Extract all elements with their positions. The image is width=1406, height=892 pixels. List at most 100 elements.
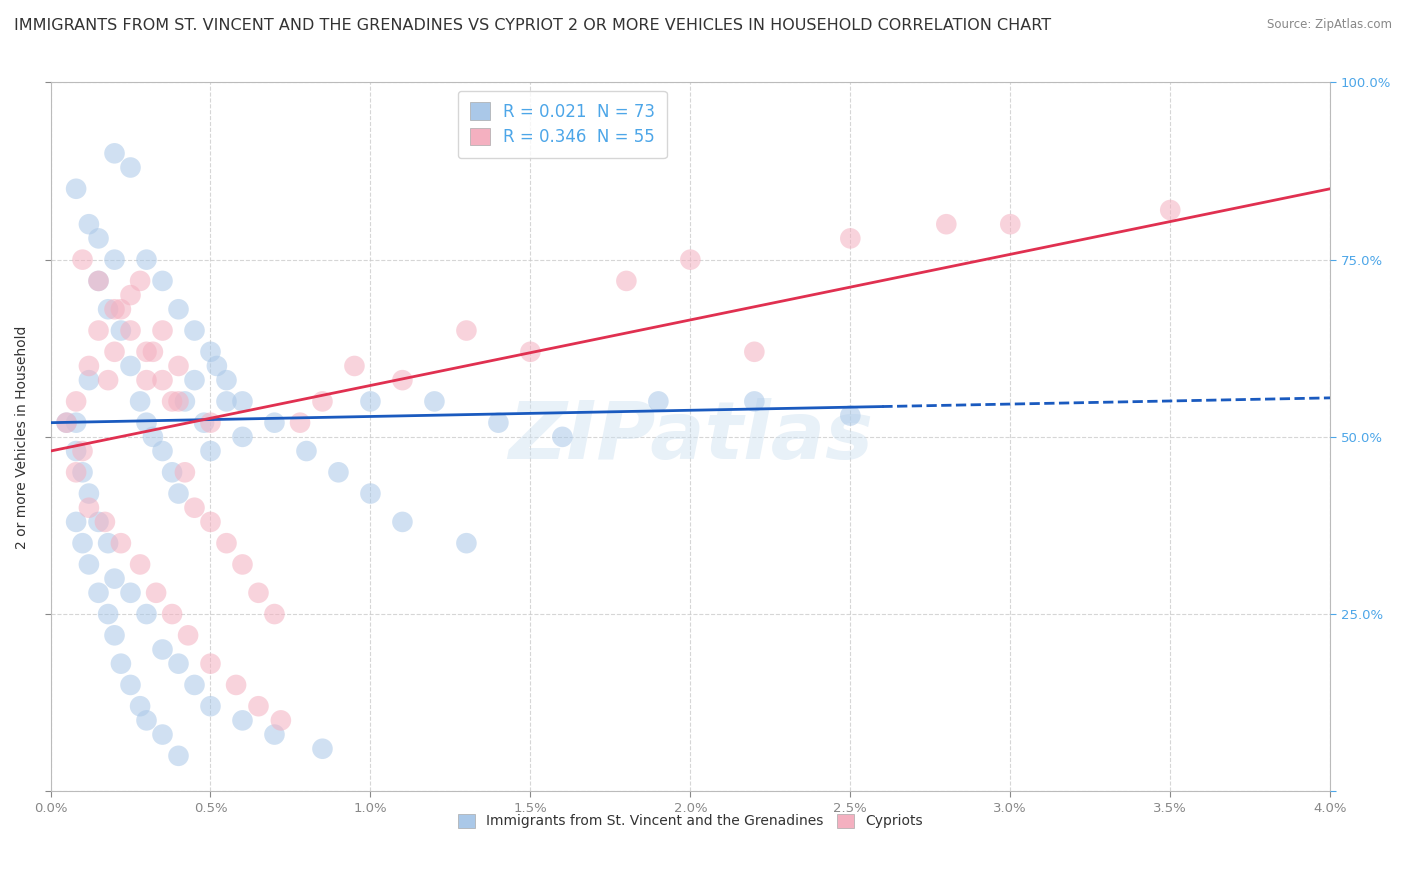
Point (167, 486, 190, 500)
Point (103, 252, 125, 267)
Point (616, 274, 638, 288)
Point (160, 465, 183, 479)
Point (77, 558, 100, 572)
Point (328, 465, 350, 479)
Point (200, 416, 222, 430)
Point (193, 416, 215, 430)
Point (77, 217, 100, 231)
Point (135, 252, 157, 267)
Point (120, 288, 142, 302)
Point (152, 373, 174, 387)
Y-axis label: 2 or more Vehicles in Household: 2 or more Vehicles in Household (15, 326, 30, 549)
Point (87, 515, 110, 529)
Point (247, 586, 270, 600)
Point (110, 536, 132, 550)
Point (225, 678, 247, 692)
Point (183, 373, 205, 387)
Point (87, 324, 110, 338)
Point (160, 607, 183, 621)
Point (167, 748, 190, 763)
Point (103, 572, 125, 586)
Point (839, 409, 862, 423)
Point (142, 344, 165, 359)
Point (270, 714, 292, 728)
Point (72, 444, 94, 458)
Point (110, 657, 132, 671)
Point (65, 182, 87, 196)
Point (77, 500, 100, 515)
Point (120, 324, 142, 338)
Point (65, 416, 87, 430)
Point (135, 373, 157, 387)
Point (120, 678, 142, 692)
Point (77, 486, 100, 500)
Point (65, 394, 87, 409)
Point (215, 536, 238, 550)
Point (129, 394, 152, 409)
Point (1000, 217, 1022, 231)
Point (103, 146, 125, 161)
Point (183, 324, 205, 338)
Point (231, 714, 253, 728)
Point (247, 699, 270, 714)
Point (77, 359, 100, 373)
Point (456, 324, 478, 338)
Point (55, 416, 77, 430)
Point (935, 217, 957, 231)
Point (129, 274, 152, 288)
Text: IMMIGRANTS FROM ST. VINCENT AND THE GRENADINES VS CYPRIOT 2 OR MORE VEHICLES IN : IMMIGRANTS FROM ST. VINCENT AND THE GREN… (14, 18, 1052, 33)
Point (551, 430, 574, 444)
Point (744, 394, 766, 409)
Point (152, 324, 174, 338)
Point (167, 657, 190, 671)
Point (205, 359, 228, 373)
Point (94, 515, 117, 529)
Point (129, 558, 152, 572)
Point (174, 465, 197, 479)
Point (152, 444, 174, 458)
Point (359, 486, 381, 500)
Point (200, 515, 222, 529)
Point (97, 607, 120, 621)
Point (839, 231, 862, 245)
Point (103, 344, 125, 359)
Legend: Immigrants from St. Vincent and the Grenadines, Cypriots: Immigrants from St. Vincent and the Gren… (453, 808, 928, 834)
Point (142, 430, 165, 444)
Point (456, 536, 478, 550)
Point (129, 699, 152, 714)
Point (215, 373, 238, 387)
Point (679, 252, 702, 267)
Text: ZIPatlas: ZIPatlas (508, 398, 873, 475)
Point (1159, 202, 1181, 217)
Point (110, 324, 132, 338)
Point (295, 444, 318, 458)
Point (72, 536, 94, 550)
Point (359, 394, 381, 409)
Point (200, 444, 222, 458)
Point (65, 444, 87, 458)
Point (183, 500, 205, 515)
Point (103, 628, 125, 642)
Point (160, 394, 183, 409)
Point (391, 373, 413, 387)
Point (55, 416, 77, 430)
Point (311, 394, 333, 409)
Point (486, 416, 509, 430)
Point (288, 416, 311, 430)
Point (120, 359, 142, 373)
Point (177, 628, 200, 642)
Point (110, 302, 132, 317)
Point (311, 741, 333, 756)
Point (174, 394, 197, 409)
Point (145, 586, 167, 600)
Point (87, 274, 110, 288)
Point (152, 274, 174, 288)
Point (167, 394, 190, 409)
Point (391, 515, 413, 529)
Point (152, 727, 174, 741)
Point (97, 536, 120, 550)
Point (120, 161, 142, 175)
Point (423, 394, 446, 409)
Point (231, 558, 253, 572)
Point (135, 714, 157, 728)
